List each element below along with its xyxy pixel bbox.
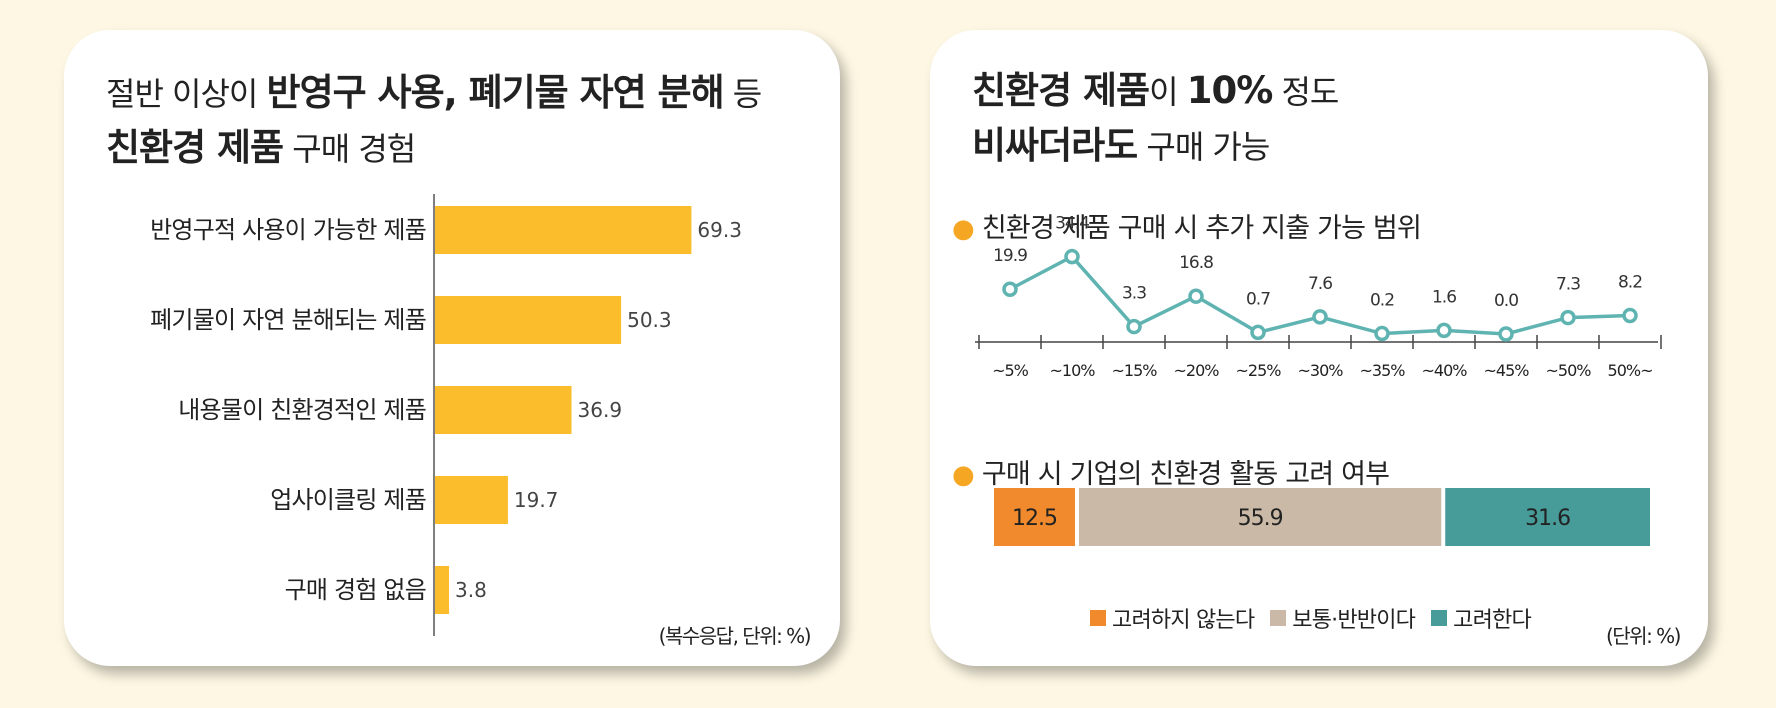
right-title-text: 이 xyxy=(1149,73,1187,111)
line-point xyxy=(1374,325,1390,342)
x-tick-label: ~45% xyxy=(1484,361,1530,380)
x-tick-label: ~15% xyxy=(1112,361,1158,380)
bar xyxy=(435,386,572,434)
right-title-text: 구매 가능 xyxy=(1137,128,1270,166)
x-tick-label: ~25% xyxy=(1236,361,1282,380)
left-title-text: 절반 이상이 xyxy=(106,75,267,113)
x-tick-label: ~30% xyxy=(1298,361,1344,380)
line-value-label: 8.2 xyxy=(1618,273,1642,293)
left-title-line1: 절반 이상이 반영구 사용, 폐기물 자연 분해 등 xyxy=(106,66,762,121)
right-chart-title: 친환경 제품이 10% 정도 비싸더라도 구매 가능 xyxy=(972,64,1339,174)
bar xyxy=(435,296,622,344)
stacked-segment xyxy=(1079,488,1442,546)
x-tick-label: ~40% xyxy=(1422,361,1468,380)
line-point xyxy=(1560,309,1576,326)
extra-spend-heading: ● 친환경 제품 구매 시 추가 지출 가능 범위 xyxy=(952,206,1422,245)
legend-swatch-beige xyxy=(1270,610,1287,626)
eco-activity-stacked-bar: 12.5 55.9 31.6 xyxy=(994,488,1650,546)
line-value-label: 3.3 xyxy=(1122,284,1146,304)
right-title-line2: 비싸더라도 구매 가능 xyxy=(972,119,1338,174)
line-point xyxy=(1498,326,1514,342)
legend-label: 고려하지 않는다 xyxy=(1112,608,1255,633)
left-title-emphasis: 반영구 사용, 폐기물 자연 분해 xyxy=(266,71,725,114)
line-value-label: 34.4 xyxy=(1055,214,1089,234)
extra-spend-line-chart: 19.9 ~5% 34.4 ~10% 3.3 ~15% 16.8 ~20% 0.7 ~25% 7.6… xyxy=(975,214,1662,380)
left-title-line2: 친환경 제품 구매 경험 xyxy=(106,121,761,176)
x-tick-label: ~50% xyxy=(1546,361,1592,380)
right-title-text: 정도 xyxy=(1272,73,1339,111)
line-point xyxy=(1622,307,1638,324)
bullet-dot-icon: ● xyxy=(952,214,975,244)
x-tick-label: ~5% xyxy=(992,361,1029,380)
right-title-emphasis: 비싸더라도 xyxy=(972,124,1138,167)
purchase-experience-bar-chart: 반영구적 사용이 가능한 제품 69.3 폐기물이 자연 분해되는 제품 50.3 내용… xyxy=(150,194,742,636)
legend-swatch-orange xyxy=(1090,610,1106,626)
line-value-label: 19.9 xyxy=(993,246,1027,266)
right-unit-note: (단위: %) xyxy=(1605,624,1682,648)
line-value-label: 7.3 xyxy=(1556,275,1580,295)
bar-value-label: 3.8 xyxy=(455,578,487,602)
line-value-label: 7.6 xyxy=(1308,274,1332,294)
left-title-text: 구매 경험 xyxy=(283,130,416,168)
left-title-emphasis: 친환경 제품 xyxy=(106,126,284,169)
bar-category-label: 반영구적 사용이 가능한 제품 xyxy=(150,216,426,244)
stacked-value-label: 12.5 xyxy=(1012,506,1057,531)
legend-label: 고려한다 xyxy=(1453,608,1532,633)
left-unit-note: (복수응답, 단위: %) xyxy=(658,624,812,648)
x-tick-label: 50%~ xyxy=(1608,361,1653,380)
bar-category-label: 구매 경험 없음 xyxy=(285,576,426,604)
line-point xyxy=(1188,288,1204,304)
line-point xyxy=(1312,309,1328,325)
line-value-label: 0.2 xyxy=(1370,291,1394,311)
stacked-value-label: 31.6 xyxy=(1525,506,1570,531)
legend-item-consider: 고려한다 xyxy=(1431,602,1532,634)
right-title-emphasis: 10% xyxy=(1186,69,1274,112)
left-title-text: 등 xyxy=(723,75,762,113)
x-tick-label: ~10% xyxy=(1050,361,1096,380)
stacked-segment xyxy=(994,488,1075,546)
bullet-dot-icon: ● xyxy=(952,460,975,490)
line-point xyxy=(1064,248,1080,265)
eco-activity-heading-text: 구매 시 기업의 친환경 활동 고려 여부 xyxy=(981,459,1390,490)
stacked-bar-legend: 고려하지 않는다 보통·반반이다 고려한다 xyxy=(1090,602,1532,634)
legend-item-not-consider: 고려하지 않는다 xyxy=(1090,602,1255,634)
extra-spend-heading-text: 친환경 제품 구매 시 추가 지출 가능 범위 xyxy=(981,213,1422,244)
legend-label: 보통·반반이다 xyxy=(1292,608,1416,633)
bar xyxy=(435,566,450,614)
bar-category-label: 내용물이 친환경적인 제품 xyxy=(178,396,426,424)
line-value-label: 0.0 xyxy=(1494,291,1518,311)
left-chart-card: 절반 이상이 반영구 사용, 폐기물 자연 분해 등 친환경 제품 구매 경험 … xyxy=(64,30,840,666)
bar-value-label: 36.9 xyxy=(578,398,623,422)
line-point xyxy=(1126,318,1142,335)
right-chart-card: 친환경 제품이 10% 정도 비싸더라도 구매 가능 ● 친환경 제품 구매 시 … xyxy=(930,30,1708,666)
bar-category-label: 업사이클링 제품 xyxy=(270,486,426,514)
line-point xyxy=(1250,324,1266,341)
line-point xyxy=(1436,322,1452,339)
stacked-segment xyxy=(1445,488,1650,546)
x-tick-label: ~20% xyxy=(1174,361,1220,380)
eco-activity-heading: ● 구매 시 기업의 친환경 활동 고려 여부 xyxy=(952,452,1390,491)
line-value-label: 16.8 xyxy=(1179,253,1213,273)
right-title-emphasis: 친환경 제품 xyxy=(972,69,1150,112)
left-chart-title: 절반 이상이 반영구 사용, 폐기물 자연 분해 등 친환경 제품 구매 경험 xyxy=(106,66,762,176)
line-point xyxy=(1002,281,1018,297)
stacked-value-label: 55.9 xyxy=(1238,506,1283,531)
bar xyxy=(435,476,508,524)
right-title-line1: 친환경 제품이 10% 정도 xyxy=(972,64,1339,119)
x-tick-label: ~35% xyxy=(1360,361,1406,380)
bar xyxy=(435,206,692,254)
bar-category-label: 폐기물이 자연 분해되는 제품 xyxy=(150,306,426,334)
line-value-label: 1.6 xyxy=(1432,287,1456,307)
bar-value-label: 69.3 xyxy=(697,218,742,242)
bar-value-label: 50.3 xyxy=(627,308,672,332)
legend-swatch-teal xyxy=(1431,610,1448,626)
legend-item-neutral: 보통·반반이다 xyxy=(1270,602,1416,634)
line-value-label: 0.7 xyxy=(1246,289,1270,309)
bar-value-label: 19.7 xyxy=(514,488,559,512)
